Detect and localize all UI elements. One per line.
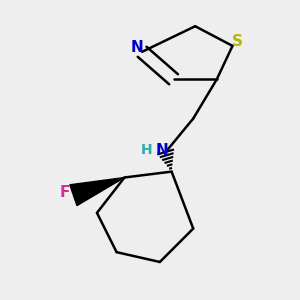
Polygon shape — [70, 178, 124, 206]
Text: N: N — [130, 40, 143, 55]
Text: H: H — [141, 143, 153, 158]
Text: S: S — [232, 34, 243, 50]
Text: N: N — [155, 143, 168, 158]
Text: F: F — [60, 184, 70, 200]
